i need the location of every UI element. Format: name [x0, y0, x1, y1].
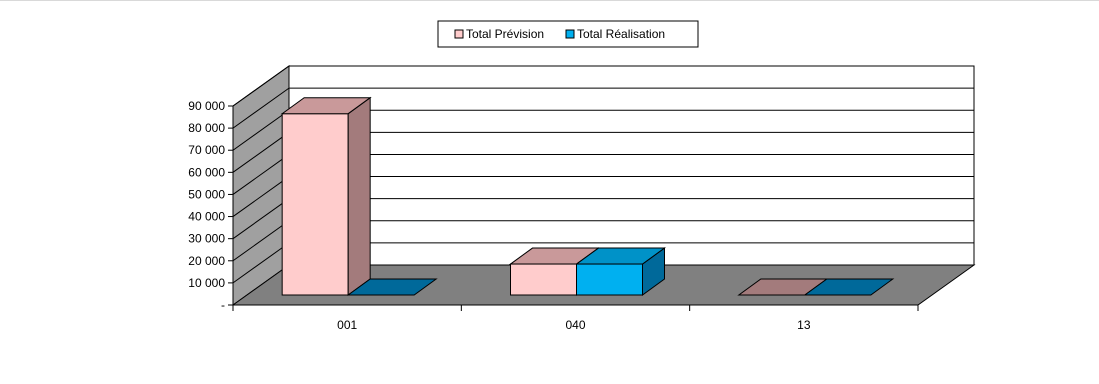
y-tick-label: 40 000 [188, 210, 225, 224]
y-tick-label: 50 000 [188, 187, 225, 201]
side-gridline [232, 87, 290, 129]
y-tick-label: 30 000 [188, 232, 225, 246]
legend-label: Total Réalisation [577, 27, 665, 41]
legend-item: Total Prévision [454, 27, 544, 41]
bar-001-series-1 [280, 96, 372, 296]
bar-top [574, 247, 667, 265]
bar-front [510, 263, 577, 296]
bar-side [347, 96, 371, 296]
legend-swatch [454, 29, 464, 39]
legend: Total Prévision Total Réalisation [437, 20, 699, 48]
side-gridline [232, 65, 290, 107]
bar-front [576, 263, 643, 296]
side-wall [232, 65, 290, 306]
side-gridline [232, 220, 290, 262]
y-tick-label: 20 000 [188, 254, 225, 268]
legend-label: Total Prévision [466, 27, 544, 41]
legend-item: Total Réalisation [565, 27, 665, 41]
bar-front [281, 113, 349, 296]
y-tick-label: 60 000 [188, 165, 225, 179]
legend-box [437, 20, 699, 48]
y-tick-label: - [221, 298, 225, 312]
x-tick-label: 13 [797, 318, 811, 332]
legend-swatch [565, 29, 575, 39]
y-tick-label: 10 000 [188, 276, 225, 290]
bar-top [346, 278, 438, 296]
back-wall [288, 65, 975, 266]
side-gridline [232, 154, 290, 195]
bar-040-series-2 [574, 247, 667, 296]
bar-13-series-2 [803, 278, 895, 296]
y-tick-label: 80 000 [188, 121, 225, 135]
bar-001-series-2 [346, 278, 438, 296]
bar-top [803, 278, 895, 296]
side-gridline [232, 242, 290, 284]
side-gridline [232, 131, 290, 173]
bar-top [280, 97, 372, 115]
y-tick-label: 70 000 [188, 143, 225, 157]
y-tick-label: 90 000 [188, 99, 225, 113]
side-gridline [232, 198, 290, 240]
side-gridline [232, 109, 290, 151]
side-gridline [232, 176, 290, 217]
x-tick-label: 001 [337, 318, 357, 332]
x-tick-label: 040 [565, 318, 585, 332]
